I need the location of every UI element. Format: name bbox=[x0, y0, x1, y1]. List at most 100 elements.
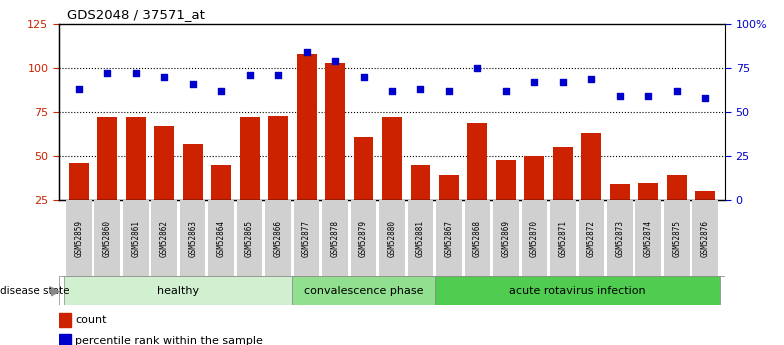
FancyBboxPatch shape bbox=[607, 200, 633, 276]
FancyBboxPatch shape bbox=[322, 200, 348, 276]
Point bbox=[670, 88, 683, 94]
Point bbox=[187, 81, 199, 87]
FancyBboxPatch shape bbox=[692, 200, 718, 276]
Point bbox=[243, 72, 256, 78]
Point bbox=[272, 72, 285, 78]
Text: GSM52871: GSM52871 bbox=[558, 219, 568, 257]
Text: GSM52879: GSM52879 bbox=[359, 219, 368, 257]
Point bbox=[101, 71, 114, 76]
FancyBboxPatch shape bbox=[265, 200, 291, 276]
Point bbox=[129, 71, 142, 76]
Bar bbox=[97, 117, 117, 200]
FancyBboxPatch shape bbox=[521, 200, 547, 276]
Text: GSM52859: GSM52859 bbox=[74, 219, 83, 257]
Text: healthy: healthy bbox=[158, 286, 199, 296]
FancyBboxPatch shape bbox=[379, 200, 405, 276]
Text: GSM52881: GSM52881 bbox=[416, 219, 425, 257]
Point bbox=[443, 88, 456, 94]
FancyBboxPatch shape bbox=[151, 200, 177, 276]
Bar bbox=[296, 54, 317, 200]
Point bbox=[499, 88, 512, 94]
Text: GSM52875: GSM52875 bbox=[673, 219, 681, 257]
Bar bbox=[524, 156, 544, 200]
Point bbox=[300, 50, 313, 55]
FancyBboxPatch shape bbox=[493, 200, 519, 276]
FancyBboxPatch shape bbox=[294, 200, 319, 276]
FancyBboxPatch shape bbox=[408, 200, 434, 276]
Text: GSM52877: GSM52877 bbox=[302, 219, 311, 257]
Text: GSM52868: GSM52868 bbox=[473, 219, 482, 257]
FancyBboxPatch shape bbox=[636, 200, 661, 276]
Point bbox=[528, 79, 541, 85]
Bar bbox=[183, 144, 202, 200]
FancyBboxPatch shape bbox=[664, 200, 690, 276]
Bar bbox=[638, 183, 659, 200]
Point bbox=[72, 87, 85, 92]
Point bbox=[215, 88, 227, 94]
Text: GSM52860: GSM52860 bbox=[103, 219, 111, 257]
Point bbox=[358, 74, 370, 80]
Point bbox=[414, 87, 426, 92]
Text: GSM52880: GSM52880 bbox=[387, 219, 397, 257]
Bar bbox=[439, 176, 459, 200]
Bar bbox=[354, 137, 373, 200]
Point bbox=[158, 74, 170, 80]
Text: GSM52866: GSM52866 bbox=[274, 219, 282, 257]
Text: GDS2048 / 37571_at: GDS2048 / 37571_at bbox=[67, 8, 205, 21]
Point bbox=[699, 95, 712, 101]
Bar bbox=[582, 133, 601, 200]
Text: GSM52869: GSM52869 bbox=[502, 219, 510, 257]
Bar bbox=[154, 126, 174, 200]
Text: GSM52870: GSM52870 bbox=[530, 219, 539, 257]
Bar bbox=[59, 313, 71, 327]
Text: GSM52876: GSM52876 bbox=[701, 219, 710, 257]
Text: GSM52865: GSM52865 bbox=[245, 219, 254, 257]
FancyBboxPatch shape bbox=[350, 200, 376, 276]
Point bbox=[386, 88, 398, 94]
Text: GSM52861: GSM52861 bbox=[131, 219, 140, 257]
Text: percentile rank within the sample: percentile rank within the sample bbox=[75, 336, 263, 345]
Text: ▶: ▶ bbox=[51, 284, 60, 297]
Text: GSM52878: GSM52878 bbox=[331, 219, 339, 257]
FancyBboxPatch shape bbox=[66, 200, 92, 276]
Text: count: count bbox=[75, 315, 107, 325]
Point bbox=[557, 79, 569, 85]
Bar bbox=[125, 117, 146, 200]
Bar bbox=[467, 123, 488, 200]
FancyBboxPatch shape bbox=[436, 200, 462, 276]
FancyBboxPatch shape bbox=[465, 200, 490, 276]
Bar bbox=[382, 117, 402, 200]
Point bbox=[585, 76, 597, 81]
Text: GSM52872: GSM52872 bbox=[587, 219, 596, 257]
Text: acute rotavirus infection: acute rotavirus infection bbox=[509, 286, 645, 296]
Bar bbox=[268, 116, 288, 200]
Bar bbox=[325, 63, 345, 200]
Bar bbox=[496, 160, 516, 200]
Point bbox=[328, 58, 341, 64]
Bar bbox=[553, 147, 573, 200]
Bar bbox=[411, 165, 430, 200]
Text: GSM52873: GSM52873 bbox=[615, 219, 624, 257]
Point bbox=[614, 93, 626, 99]
Point bbox=[642, 93, 655, 99]
Bar bbox=[667, 176, 687, 200]
FancyBboxPatch shape bbox=[209, 200, 234, 276]
Text: disease state: disease state bbox=[0, 286, 70, 296]
Bar bbox=[59, 334, 71, 345]
Bar bbox=[610, 184, 630, 200]
Bar bbox=[211, 165, 231, 200]
FancyBboxPatch shape bbox=[434, 276, 720, 305]
FancyBboxPatch shape bbox=[123, 200, 148, 276]
Text: GSM52874: GSM52874 bbox=[644, 219, 653, 257]
FancyBboxPatch shape bbox=[180, 200, 205, 276]
Bar bbox=[69, 163, 89, 200]
Text: GSM52864: GSM52864 bbox=[216, 219, 226, 257]
FancyBboxPatch shape bbox=[292, 276, 434, 305]
FancyBboxPatch shape bbox=[579, 200, 604, 276]
Text: convalescence phase: convalescence phase bbox=[303, 286, 423, 296]
Point bbox=[471, 66, 484, 71]
FancyBboxPatch shape bbox=[550, 200, 575, 276]
Bar bbox=[695, 191, 715, 200]
FancyBboxPatch shape bbox=[237, 200, 263, 276]
FancyBboxPatch shape bbox=[64, 276, 292, 305]
